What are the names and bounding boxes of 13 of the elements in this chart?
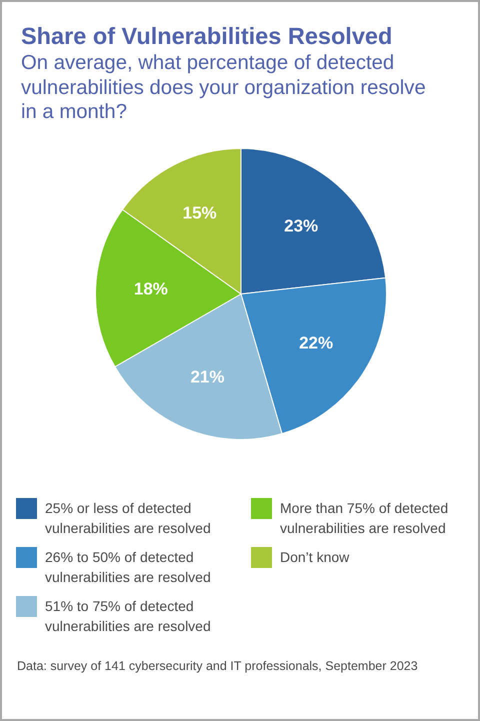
legend-label: 25% or less of detected vulnerabilities are resolved	[45, 499, 212, 538]
chart-title: Share of Vulnerabilities Resolved	[21, 23, 392, 50]
data-label: 22%	[299, 334, 334, 353]
data-label: 23%	[284, 216, 318, 236]
chart-subtitle: On average, what percentage of detected vulnerabilities does your organization resolve in a month?	[21, 51, 427, 124]
legend-label: 26% to 50% of detected vulnerabilities are resolved	[45, 548, 212, 587]
legend-label: 51% to 75% of detected vulnerabilities are resolved	[45, 597, 212, 636]
text: Data: survey of 141 cybersecurity and IT professionals, September 2023	[17, 658, 419, 675]
data-label: 15%	[182, 204, 217, 223]
legend-label: More than 75% of detected vulnerabilities are resolved	[280, 499, 450, 538]
data-label: 18%	[134, 279, 168, 298]
legend-label: Don’t know	[280, 548, 350, 567]
data-label: 21%	[190, 367, 224, 386]
